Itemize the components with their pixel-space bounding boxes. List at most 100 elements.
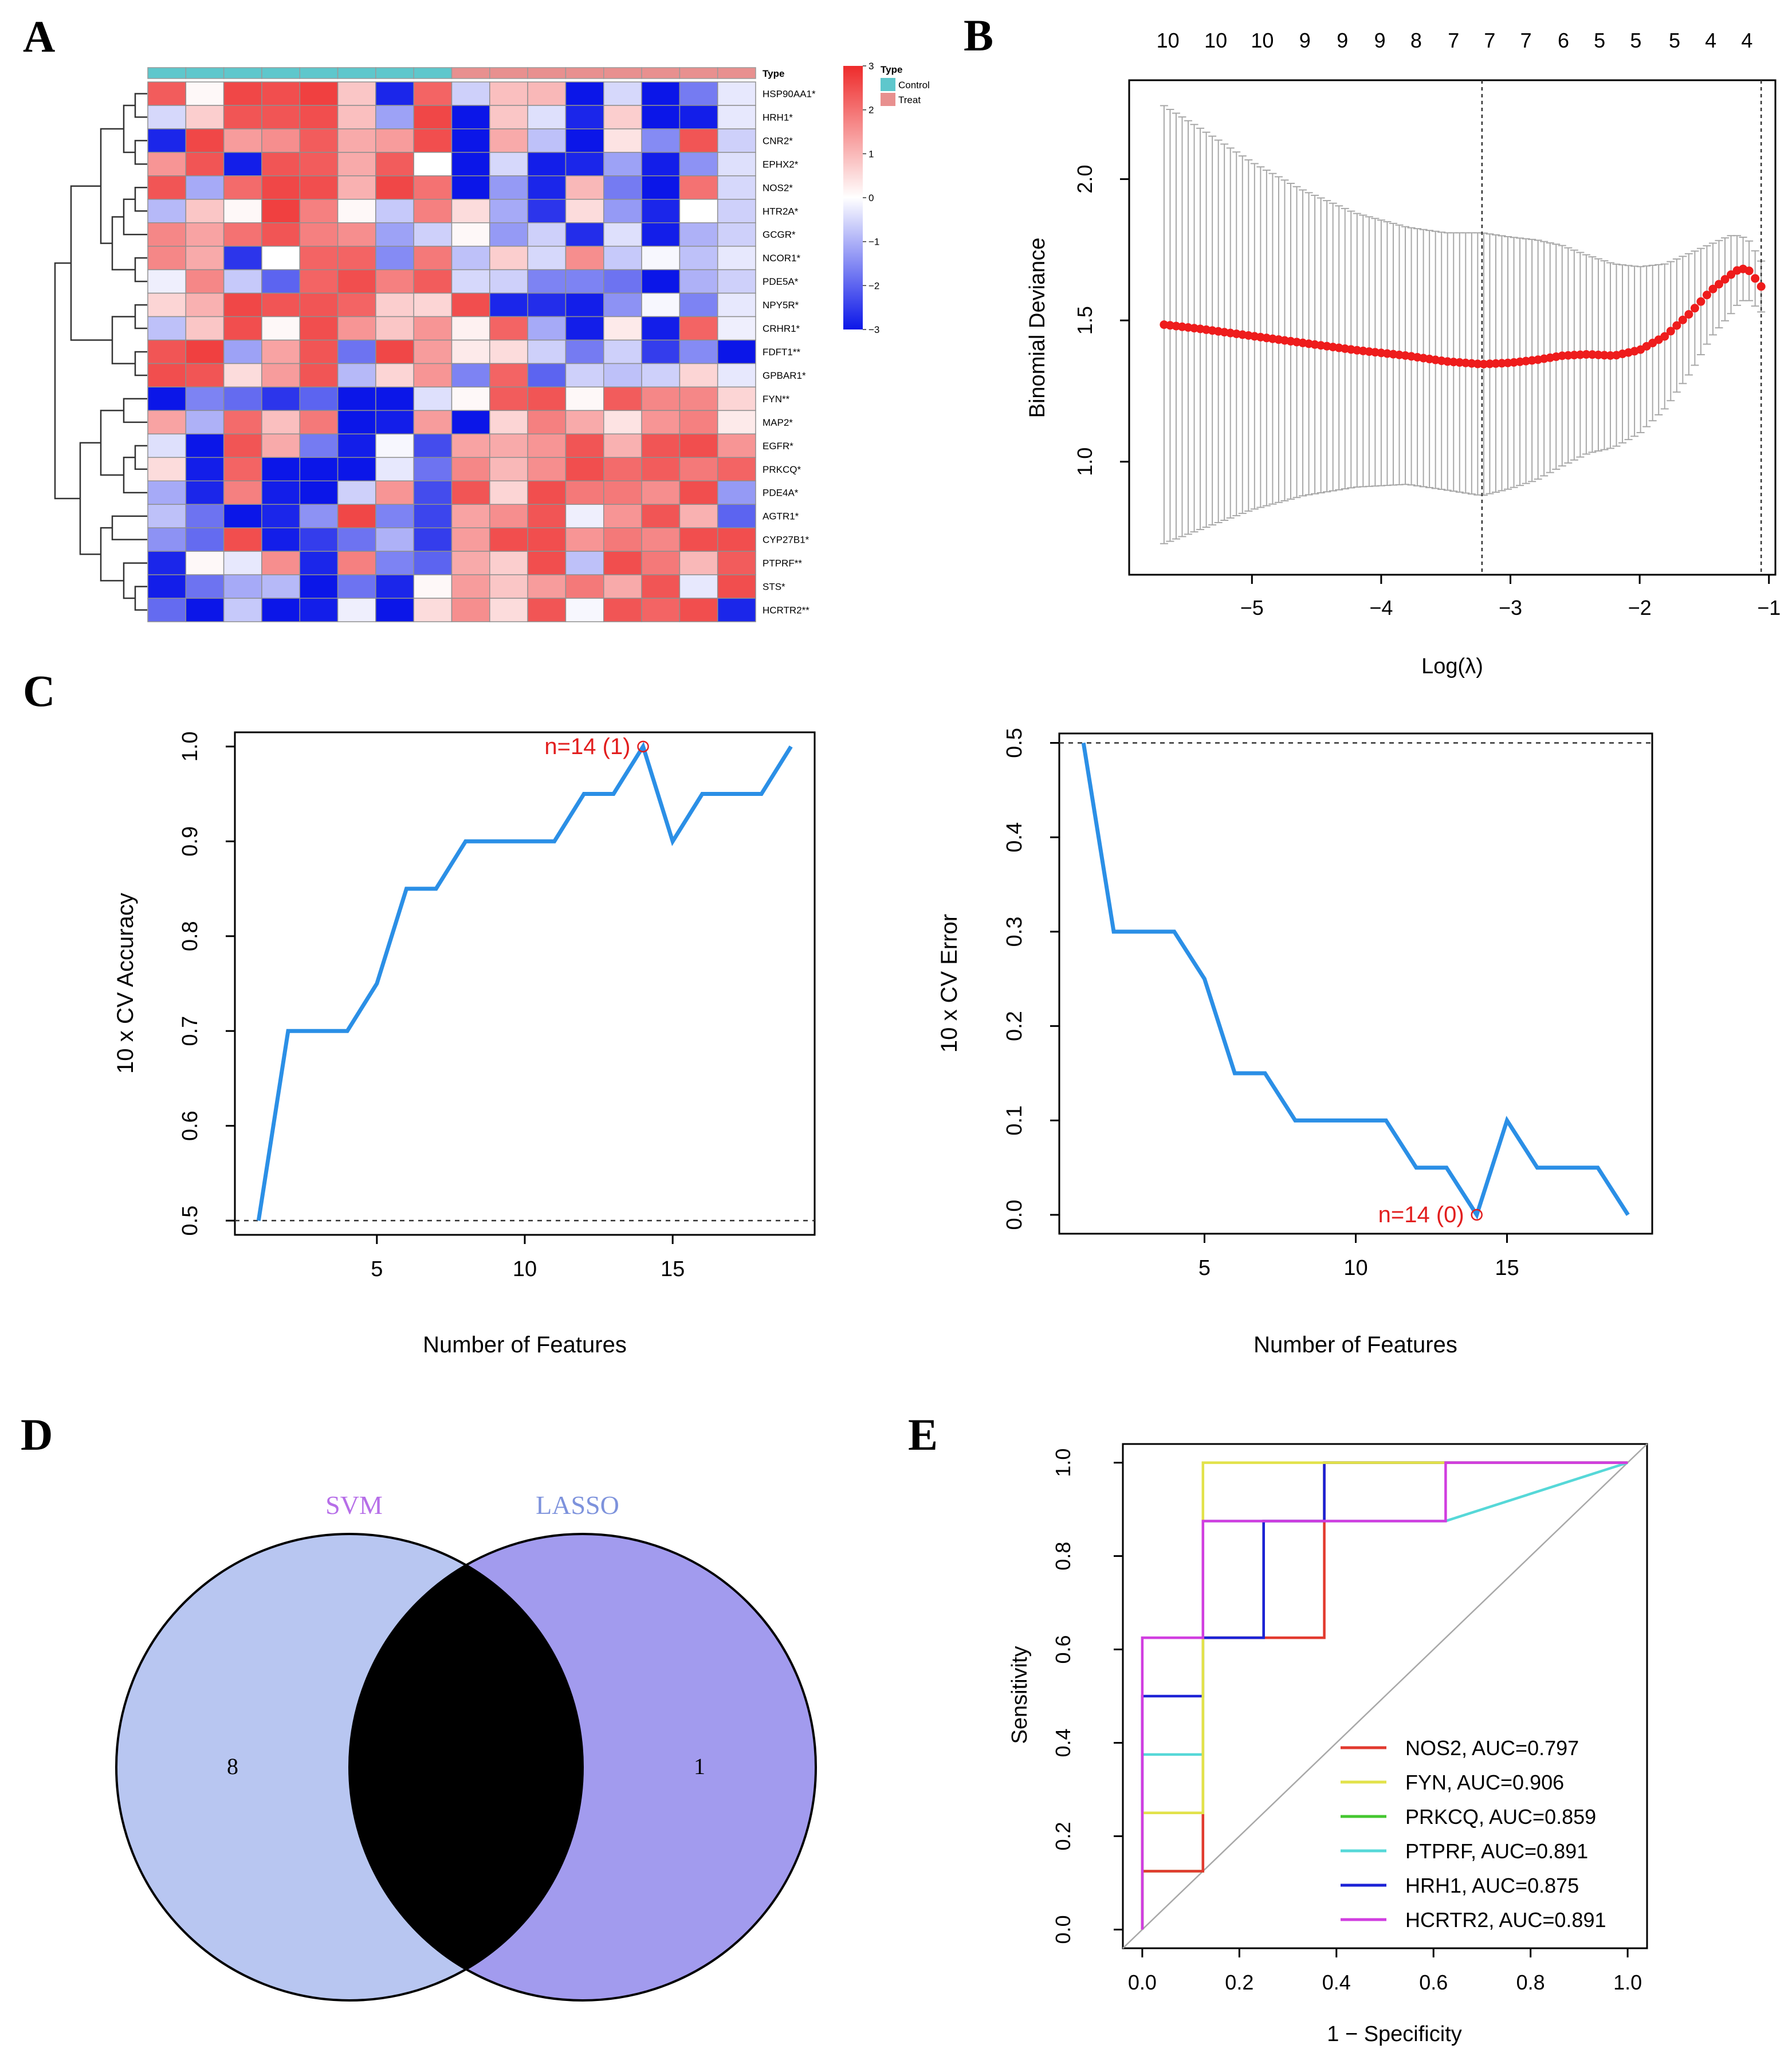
heatmap-cell [299, 245, 339, 270]
heatmap-cell [565, 245, 604, 270]
heatmap-cell [489, 504, 528, 528]
err-y-tick-label: 0.2 [1003, 1011, 1027, 1041]
panel-label-b: B [964, 10, 993, 60]
err-series-line [1081, 742, 1630, 1220]
lasso-top-label: 5 [1594, 29, 1605, 52]
heatmap-cell [261, 457, 300, 482]
annotation-cell-treat [679, 67, 718, 79]
heatmap-cell [527, 457, 567, 482]
roc-y-tick-label: 0.6 [1051, 1635, 1075, 1663]
heatmap-cell [451, 222, 490, 247]
error-x-label: Number of Features [1253, 1332, 1457, 1357]
heatmap-cell [489, 410, 528, 435]
heatmap-cell [261, 199, 300, 223]
heatmap-cell [337, 386, 376, 411]
heatmap-cell [603, 105, 642, 130]
roc-diagonal [1122, 1443, 1648, 1949]
heatmap-cell [375, 199, 414, 223]
lasso-plot-frame [1128, 79, 1777, 576]
heatmap-cell [451, 386, 490, 411]
heatmap-cell [375, 292, 414, 317]
heatmap-cell [679, 175, 718, 200]
lasso-mean-point [1720, 275, 1730, 284]
heatmap-cell [489, 480, 528, 505]
heatmap-cell [413, 433, 453, 458]
heatmap-cell [337, 105, 376, 130]
heatmap-cell [375, 457, 414, 482]
heatmap-cell [603, 316, 642, 341]
heatmap-cell [375, 598, 414, 622]
heatmap-cell [603, 81, 642, 106]
heatmap-cell [717, 457, 756, 482]
heatmap-cell [679, 316, 718, 341]
heatmap-cell [185, 222, 225, 247]
heatmap-cell [489, 128, 528, 153]
heatmap-cell [337, 504, 376, 528]
error-series [1059, 742, 1652, 1221]
heatmap-cell [527, 152, 567, 176]
heatmap-cell [261, 339, 300, 364]
heatmap-cell [261, 105, 300, 130]
heatmap-cell [489, 81, 528, 106]
heatmap-cell [451, 551, 490, 575]
roc-legend-label-ptprf: PTPRF, AUC=0.891 [1405, 1839, 1588, 1863]
heatmap-cell [299, 457, 339, 482]
heatmap-cell [223, 105, 262, 130]
heatmap-cell [603, 504, 642, 528]
lasso-top-label: 10 [1251, 29, 1274, 52]
heatmap-cell [527, 269, 567, 294]
heatmap-cell [299, 410, 339, 435]
roc-x-axis: 0.0 0.2 0.4 0.6 0.8 1.0 [1128, 1948, 1642, 1994]
annotation-cell-treat [641, 67, 681, 79]
color-scale-tick-label: 2 [869, 105, 874, 116]
heatmap-cell [641, 363, 681, 388]
heatmap-cell [641, 339, 681, 364]
gene-label: HTR2A* [763, 206, 799, 217]
heatmap-cell [527, 551, 567, 575]
heatmap-cell [679, 551, 718, 575]
gene-label: AGTR1* [763, 511, 799, 522]
heatmap-cell [413, 410, 453, 435]
heatmap-cell [261, 152, 300, 176]
heatmap-cell [337, 598, 376, 622]
heatmap-cell [527, 339, 567, 364]
legend-swatch-control [881, 78, 895, 91]
heatmap-cell [413, 480, 453, 505]
heatmap-cell [147, 386, 187, 411]
heatmap-cell [679, 105, 718, 130]
gene-label: PTPRF** [763, 558, 802, 569]
heatmap-cell [223, 292, 262, 317]
lasso-mean-point [1708, 284, 1718, 293]
lasso-mean-point [1479, 359, 1488, 368]
heatmap-cell [489, 386, 528, 411]
heatmap-cell [603, 339, 642, 364]
roc-plot: 0.0 0.2 0.4 0.6 0.8 1.0 0.0 0.2 0.4 0.6 0.8 1.0 NO… [1008, 1443, 1648, 2046]
heatmap-cell [223, 433, 262, 458]
heatmap-cell [641, 574, 681, 599]
heatmap-cell [489, 457, 528, 482]
heatmap-cell [413, 128, 453, 153]
legend-label-control: Control [898, 80, 930, 91]
heatmap-cell [717, 339, 756, 364]
heatmap-cell [299, 386, 339, 411]
heatmap-cell [375, 410, 414, 435]
heatmap-cell [261, 292, 300, 317]
lasso-top-label: 9 [1374, 29, 1386, 52]
heatmap-cell [413, 527, 453, 552]
heatmap-cell [679, 527, 718, 552]
heatmap-cell [451, 128, 490, 153]
gene-label: STS* [763, 582, 785, 592]
heatmap-cell [603, 245, 642, 270]
heatmap-cell [717, 598, 756, 622]
heatmap-cell [527, 598, 567, 622]
heatmap-cell [489, 574, 528, 599]
heatmap-cell [451, 363, 490, 388]
heatmap-cell [679, 574, 718, 599]
heatmap-cell [641, 316, 681, 341]
roc-x-tick-label: 0.2 [1225, 1971, 1253, 1994]
legend-title: Type [881, 64, 902, 75]
heatmap-cell [299, 222, 339, 247]
heatmap-cell [603, 480, 642, 505]
heatmap-cell [413, 386, 453, 411]
heatmap-cell [527, 175, 567, 200]
